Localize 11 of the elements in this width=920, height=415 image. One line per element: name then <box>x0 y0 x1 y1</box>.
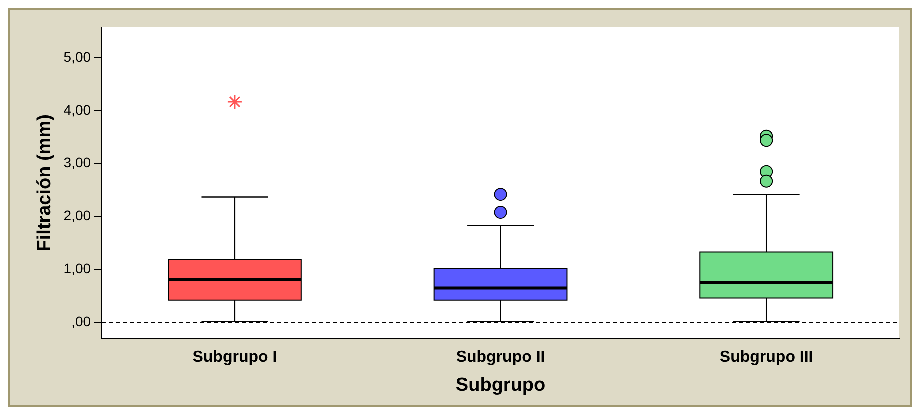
x-tick-label: Subgrupo II <box>456 349 546 366</box>
y-tick-label: 5,00 <box>64 48 92 65</box>
x-axis-title: Subgrupo <box>456 374 546 396</box>
x-tick-label: Subgrupo III <box>720 349 814 366</box>
y-tick-label: 1,00 <box>64 260 92 277</box>
y-tick-label: 3,00 <box>64 154 92 171</box>
y-tick-label: 4,00 <box>64 102 92 118</box>
x-tick-label: Subgrupo I <box>192 349 278 366</box>
y-axis-title: Filtración (mm) <box>34 114 56 252</box>
y-tick-label: ,00 <box>72 313 92 330</box>
y-tick-label: 2,00 <box>64 208 92 224</box>
